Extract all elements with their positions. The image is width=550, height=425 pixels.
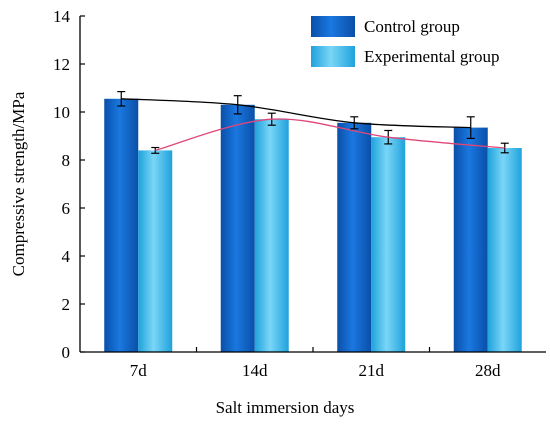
x-tick-label: 7d (130, 361, 148, 380)
y-axis-label: Compressive strength/MPa (9, 91, 28, 276)
x-tick-label: 14d (242, 361, 268, 380)
y-tick-label: 10 (53, 103, 70, 122)
bar-experimental-21d (371, 137, 406, 352)
bar-control-14d (220, 104, 255, 352)
y-tick-label: 2 (62, 295, 71, 314)
legend-label: Experimental group (364, 47, 500, 66)
bar-control-21d (337, 122, 372, 352)
legend-label: Control group (364, 17, 460, 36)
trend-line-control (121, 98, 471, 129)
bar-experimental-28d (487, 148, 522, 352)
bar-experimental-7d (138, 150, 173, 352)
bars-layer (104, 98, 522, 352)
legend-item-control: Control group (311, 16, 460, 37)
y-tick-label: 12 (53, 55, 70, 74)
x-tick-label: 21d (359, 361, 385, 380)
bar-experimental-14d (254, 119, 289, 352)
legend-swatch (311, 46, 355, 67)
bar-control-28d (453, 127, 488, 352)
legend-item-experimental: Experimental group (311, 46, 500, 67)
legend-swatch (311, 16, 355, 37)
legend: Control group Experimental group (311, 16, 500, 67)
x-axis-label: Salt immersion days (216, 398, 355, 417)
x-tick-label: 28d (475, 361, 501, 380)
y-tick-label: 14 (53, 7, 71, 26)
y-tick-label: 0 (62, 343, 71, 362)
y-tick-label: 4 (62, 247, 71, 266)
bar-control-7d (104, 98, 139, 352)
y-ticks: 0 2 4 6 8 10 12 14 (53, 7, 85, 362)
y-tick-label: 8 (62, 151, 71, 170)
y-tick-label: 6 (62, 199, 71, 218)
x-ticks: 7d 14d 21d 28d (130, 347, 501, 380)
trend-line-experimental (155, 118, 505, 152)
trend-lines-layer (121, 98, 505, 152)
